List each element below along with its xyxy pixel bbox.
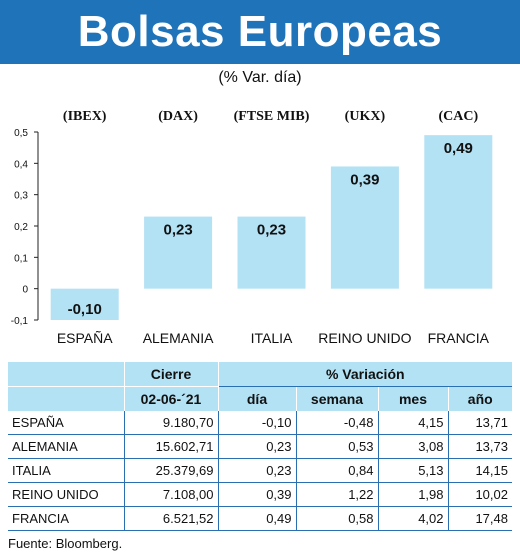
table-cell-cierre: 15.602,71 xyxy=(124,434,219,459)
bar-value-label: 0,39 xyxy=(350,171,379,188)
category-label: ALEMANIA xyxy=(143,330,214,346)
table-cell-dia: 0,23 xyxy=(218,458,297,483)
data-table: Cierre % Variación 02-06-´21 día semana … xyxy=(8,362,512,531)
table-row: ITALIA 25.379,69 0,23 0,84 5,13 14,15 xyxy=(8,458,512,483)
table-cell-semana: -0,48 xyxy=(296,411,379,435)
table-cell-semana: 0,53 xyxy=(296,434,379,459)
y-tick-label: 0,5 xyxy=(14,128,28,139)
bar xyxy=(50,288,119,320)
table-cell-mes: 1,98 xyxy=(378,482,449,507)
category-label: ESPAÑA xyxy=(57,330,113,346)
table-cell-ano: 14,15 xyxy=(448,458,512,483)
table-group-header-row: Cierre % Variación xyxy=(8,362,512,387)
table-header-ano: año xyxy=(448,386,512,411)
source-note: Fuente: Bloomberg. xyxy=(8,536,123,551)
table-header-variacion: % Variación xyxy=(218,362,512,387)
table-column-header-row: 02-06-´21 día semana mes año xyxy=(8,386,512,411)
table-header-cierre: Cierre xyxy=(124,362,219,387)
y-tick-label: -0,1 xyxy=(11,316,29,327)
bar-value-label: 0,23 xyxy=(163,222,192,239)
bar-value-label: 0,49 xyxy=(444,140,473,157)
table-cell-dia: 0,23 xyxy=(218,434,297,459)
table-cell-name: FRANCIA xyxy=(8,506,125,531)
table-header-semana: semana xyxy=(296,386,379,411)
table-row: ALEMANIA 15.602,71 0,23 0,53 3,08 13,73 xyxy=(8,434,512,459)
chart-subtitle: (% Var. día) xyxy=(218,69,302,86)
index-label: (FTSE MIB) xyxy=(234,109,310,124)
table-cell-mes: 5,13 xyxy=(378,458,449,483)
table-cell-cierre: 7.108,00 xyxy=(124,482,219,507)
table-cell-name: ESPAÑA xyxy=(8,411,125,435)
y-tick-label: 0,4 xyxy=(14,159,28,170)
table-cell-ano: 17,48 xyxy=(448,506,512,531)
table-header-dia: día xyxy=(218,386,297,411)
table-cell-semana: 0,84 xyxy=(296,458,379,483)
table-row: REINO UNIDO 7.108,00 0,39 1,22 1,98 10,02 xyxy=(8,482,512,507)
table-row: ESPAÑA 9.180,70 -0,10 -0,48 4,15 13,71 xyxy=(8,411,512,435)
table-cell-name: REINO UNIDO xyxy=(8,482,125,507)
table-cell-dia: 0,49 xyxy=(218,506,297,531)
table-cell-ano: 13,73 xyxy=(448,434,512,459)
y-tick-label: 0,1 xyxy=(14,253,28,264)
table-cell-dia: 0,39 xyxy=(218,482,297,507)
bar xyxy=(424,135,493,289)
table-header-blank xyxy=(8,362,125,387)
index-label: (IBEX) xyxy=(63,109,107,124)
y-tick-label: 0,3 xyxy=(14,191,28,202)
bar xyxy=(237,216,306,289)
index-label: (DAX) xyxy=(158,109,198,124)
table-header-mes: mes xyxy=(378,386,449,411)
category-label: ITALIA xyxy=(251,330,293,346)
table-cell-cierre: 6.521,52 xyxy=(124,506,219,531)
table-cell-semana: 0,58 xyxy=(296,506,379,531)
chart-title: Bolsas Europeas xyxy=(77,7,443,56)
category-label: REINO UNIDO xyxy=(318,330,411,346)
table-cell-name: ITALIA xyxy=(8,458,125,483)
table-cell-ano: 13,71 xyxy=(448,411,512,435)
table-cell-dia: -0,10 xyxy=(218,411,297,435)
bar xyxy=(144,216,213,289)
table-header-date: 02-06-´21 xyxy=(124,386,219,411)
table-header-blank xyxy=(8,386,125,411)
index-label: (CAC) xyxy=(438,109,478,124)
table-cell-name: ALEMANIA xyxy=(8,434,125,459)
table-cell-cierre: 25.379,69 xyxy=(124,458,219,483)
y-tick-label: 0,2 xyxy=(14,222,28,233)
bar-value-label: 0,23 xyxy=(257,222,286,239)
bar-value-label: -0,10 xyxy=(68,301,102,318)
table-cell-mes: 4,15 xyxy=(378,411,449,435)
bar-chart: 0,5 0,4 0,3 0,2 0,1 0 -0,1 -0,10 (IBEX) ESPAÑA 0,2… xyxy=(11,109,493,346)
table-cell-mes: 4,02 xyxy=(378,506,449,531)
bar xyxy=(330,166,399,289)
category-label: FRANCIA xyxy=(428,330,490,346)
y-tick-label: 0 xyxy=(22,285,28,296)
table-cell-mes: 3,08 xyxy=(378,434,449,459)
table-row: FRANCIA 6.521,52 0,49 0,58 4,02 17,48 xyxy=(8,506,512,531)
title-banner: Bolsas Europeas xyxy=(0,0,520,64)
index-label: (UKX) xyxy=(345,109,386,124)
table-cell-ano: 10,02 xyxy=(448,482,512,507)
table-cell-cierre: 9.180,70 xyxy=(124,411,219,435)
table-cell-semana: 1,22 xyxy=(296,482,379,507)
